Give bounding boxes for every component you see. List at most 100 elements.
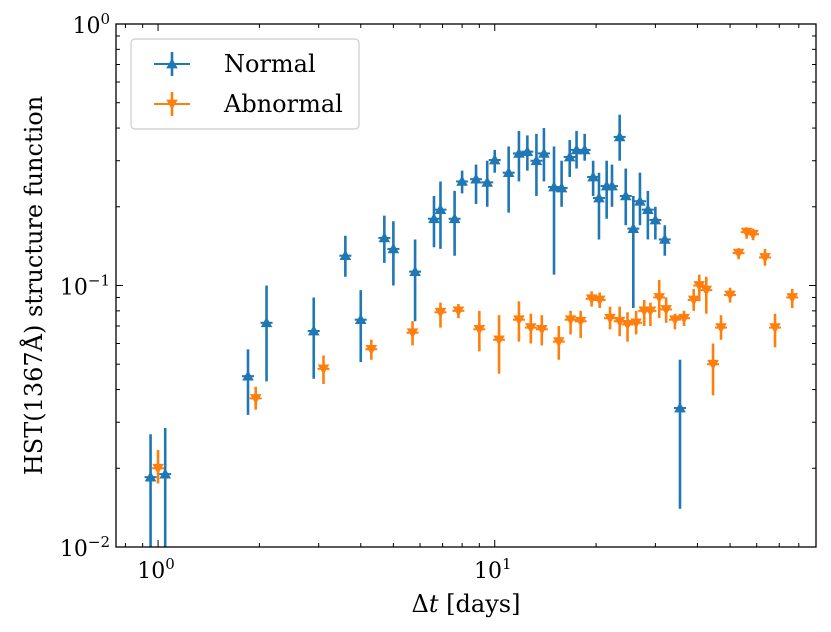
marker bbox=[521, 145, 534, 156]
marker bbox=[634, 195, 646, 206]
data-point bbox=[452, 303, 465, 319]
data-point bbox=[481, 160, 494, 207]
legend-label: Abnormal bbox=[223, 90, 343, 118]
marker bbox=[406, 328, 419, 339]
marker bbox=[530, 154, 543, 166]
data-point bbox=[578, 133, 591, 161]
data-point bbox=[585, 291, 598, 307]
legend-label: Normal bbox=[224, 50, 316, 78]
data-point bbox=[535, 315, 548, 346]
data-point bbox=[604, 306, 617, 330]
x-axis-title: Δt [days] bbox=[412, 590, 521, 618]
marker bbox=[606, 180, 618, 191]
y-tick-label: 10−1 bbox=[60, 272, 110, 301]
legend-marker bbox=[166, 99, 178, 110]
marker bbox=[470, 173, 482, 184]
data-point bbox=[434, 181, 447, 249]
data-point bbox=[339, 235, 352, 277]
data-point bbox=[512, 130, 525, 182]
data-point bbox=[152, 449, 165, 484]
legend-box bbox=[130, 38, 360, 130]
data-point bbox=[427, 195, 440, 248]
marker bbox=[513, 315, 525, 326]
data-point bbox=[700, 276, 713, 314]
marker bbox=[317, 364, 330, 375]
marker bbox=[555, 182, 568, 193]
marker bbox=[409, 265, 421, 276]
marker bbox=[653, 293, 666, 304]
data-point bbox=[660, 297, 673, 323]
series-abnormal bbox=[152, 227, 799, 484]
data-point bbox=[678, 310, 691, 327]
data-point bbox=[687, 288, 700, 311]
data-point bbox=[524, 313, 537, 344]
marker bbox=[452, 306, 465, 317]
marker bbox=[649, 214, 662, 225]
marker bbox=[715, 323, 727, 334]
marker bbox=[724, 290, 736, 301]
data-point bbox=[317, 355, 330, 385]
data-point bbox=[242, 349, 255, 415]
marker bbox=[538, 147, 550, 158]
data-point bbox=[724, 287, 737, 303]
marker bbox=[687, 295, 700, 306]
marker bbox=[613, 316, 626, 328]
data-point bbox=[574, 310, 587, 338]
marker bbox=[502, 166, 515, 178]
marker bbox=[249, 394, 262, 405]
marker bbox=[481, 176, 494, 187]
marker bbox=[448, 212, 461, 224]
marker bbox=[378, 232, 391, 243]
legend-marker bbox=[166, 58, 178, 69]
data-point bbox=[470, 164, 483, 204]
data-point bbox=[786, 288, 799, 309]
data-point bbox=[387, 221, 400, 286]
marker bbox=[144, 471, 157, 482]
data-point bbox=[693, 274, 706, 302]
data-point bbox=[653, 279, 666, 319]
data-point bbox=[593, 292, 606, 309]
marker bbox=[660, 305, 672, 316]
legend: Normal Abnormal bbox=[130, 38, 360, 130]
data-point bbox=[512, 301, 525, 342]
marker bbox=[627, 222, 640, 233]
data-point bbox=[488, 149, 501, 173]
marker bbox=[536, 324, 548, 336]
data-point bbox=[644, 302, 657, 327]
marker bbox=[473, 324, 486, 336]
marker bbox=[354, 313, 367, 325]
marker bbox=[707, 359, 719, 371]
marker bbox=[339, 249, 352, 261]
data-point bbox=[613, 114, 626, 161]
marker bbox=[387, 243, 400, 254]
marker bbox=[434, 203, 447, 215]
marker bbox=[242, 370, 254, 381]
marker bbox=[488, 154, 501, 165]
data-point bbox=[587, 160, 600, 196]
data-point bbox=[759, 248, 772, 266]
marker bbox=[593, 192, 605, 203]
y-axis-title: HST(1367Å) structure function bbox=[19, 96, 48, 475]
data-point bbox=[159, 428, 172, 547]
marker bbox=[578, 144, 591, 155]
marker bbox=[456, 175, 468, 186]
data-point bbox=[564, 310, 577, 335]
marker bbox=[563, 151, 576, 162]
data-point bbox=[592, 172, 605, 240]
data-point bbox=[365, 339, 378, 360]
data-point bbox=[658, 225, 671, 256]
data-point bbox=[732, 248, 745, 260]
data-point bbox=[456, 170, 469, 194]
data-point bbox=[521, 135, 534, 171]
marker bbox=[593, 295, 606, 306]
data-point bbox=[502, 146, 515, 213]
marker bbox=[786, 293, 799, 304]
marker bbox=[564, 315, 577, 326]
marker bbox=[693, 281, 706, 292]
y-tick-label: 100 bbox=[72, 10, 110, 39]
data-point bbox=[406, 321, 419, 346]
data-point bbox=[260, 285, 273, 382]
data-point bbox=[378, 215, 391, 263]
marker bbox=[732, 248, 745, 259]
